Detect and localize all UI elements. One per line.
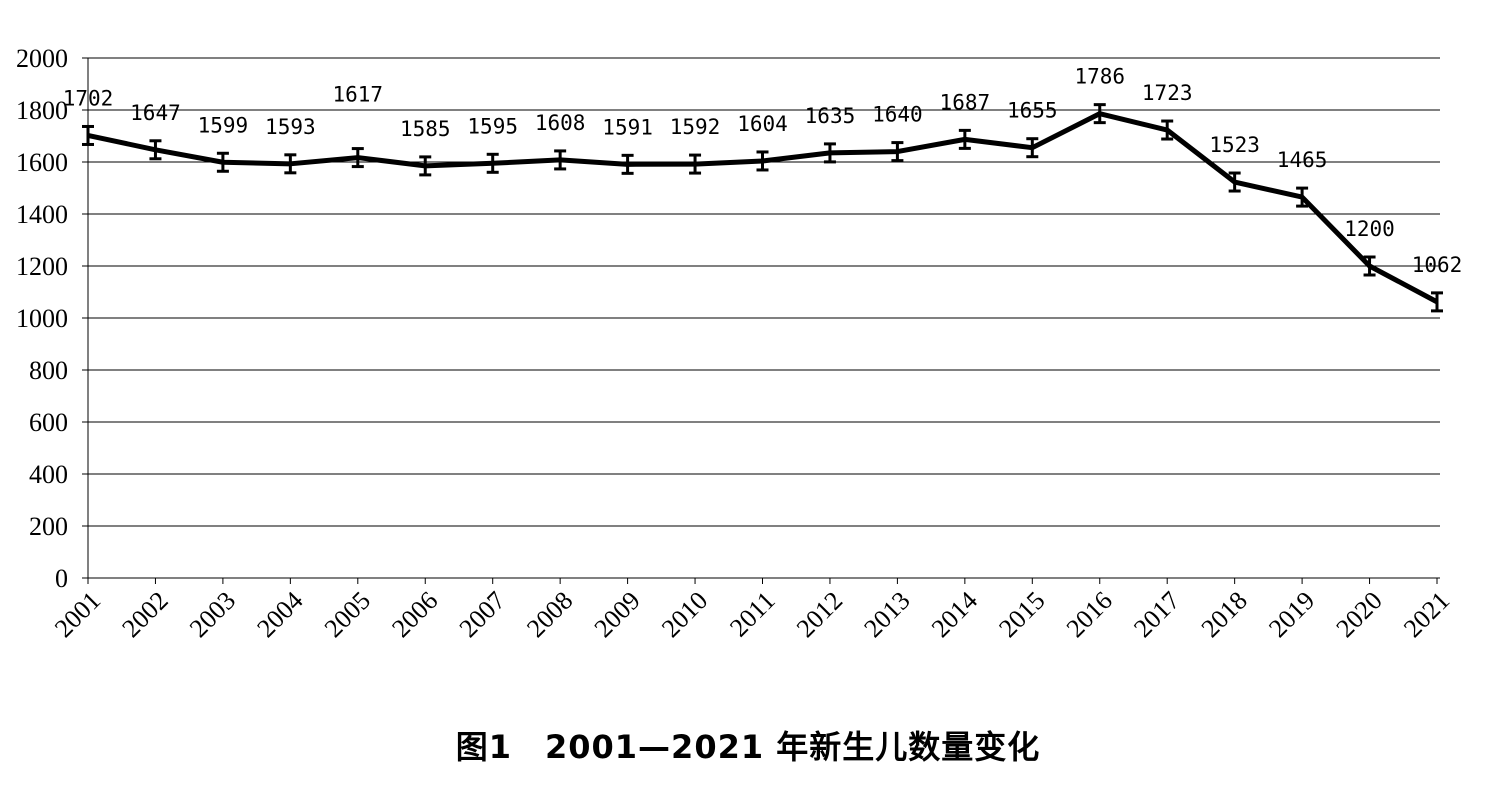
data-label: 1595 xyxy=(467,114,518,138)
x-tick-label: 2016 xyxy=(1061,586,1118,643)
x-tick-label: 2005 xyxy=(319,586,376,643)
data-labels: 1702 1647 1599 1593 1617 1585 1595 1608 1591 1592… xyxy=(63,65,1463,277)
data-label: 1635 xyxy=(805,104,856,128)
x-tick-label: 2011 xyxy=(724,586,781,643)
x-tick-label: 2012 xyxy=(791,586,848,643)
y-tick-label: 1200 xyxy=(16,252,68,281)
y-tick-label: 800 xyxy=(29,356,68,385)
y-tick-label: 1600 xyxy=(16,148,68,177)
data-label: 1647 xyxy=(130,101,181,125)
data-label: 1062 xyxy=(1412,253,1463,277)
data-label: 1592 xyxy=(670,115,721,139)
x-tick-label: 2003 xyxy=(184,586,241,643)
data-label: 1599 xyxy=(198,113,249,137)
x-tick-label: 2001 xyxy=(49,586,106,643)
y-tick-label: 400 xyxy=(29,460,68,489)
y-tick-label: 1400 xyxy=(16,200,68,229)
data-label: 1604 xyxy=(737,112,788,136)
x-tick-label: 2014 xyxy=(926,586,983,643)
data-label: 1585 xyxy=(400,117,451,141)
x-tick-label: 2002 xyxy=(116,586,173,643)
y-tick-label: 0 xyxy=(55,564,68,593)
data-label: 1200 xyxy=(1344,217,1395,241)
data-label: 1617 xyxy=(333,83,384,107)
x-tick-label: 2018 xyxy=(1196,586,1253,643)
data-label: 1786 xyxy=(1074,65,1125,89)
x-tick-label: 2010 xyxy=(656,586,713,643)
line-chart: 0 200 400 600 800 1000 1200 1400 1600 1800 2000 20… xyxy=(16,44,1463,643)
data-label: 1655 xyxy=(1007,99,1058,123)
y-tick-label: 200 xyxy=(29,512,68,541)
data-label: 1591 xyxy=(602,115,653,139)
y-tick-label: 1000 xyxy=(16,304,68,333)
data-label: 1723 xyxy=(1142,81,1193,105)
x-tick-label: 2009 xyxy=(589,586,646,643)
y-tick-label: 600 xyxy=(29,408,68,437)
x-tick-label: 2015 xyxy=(993,586,1050,643)
data-label: 1465 xyxy=(1277,148,1328,172)
x-tick-label: 2021 xyxy=(1398,586,1455,643)
data-label: 1593 xyxy=(265,115,316,139)
x-tick-label: 2006 xyxy=(386,586,443,643)
data-label: 1702 xyxy=(63,86,114,110)
x-tick-label: 2017 xyxy=(1128,586,1185,643)
series-line xyxy=(87,111,1439,305)
x-tick-label: 2004 xyxy=(251,586,308,643)
x-tick-label: 2008 xyxy=(521,586,578,643)
y-tick-label: 2000 xyxy=(16,44,68,73)
x-tick-label: 2013 xyxy=(858,586,915,643)
series-line-path xyxy=(87,111,1439,305)
figure-caption: 图1 2001—2021 年新生儿数量变化 xyxy=(455,728,1041,766)
data-label: 1523 xyxy=(1209,133,1260,157)
data-label: 1687 xyxy=(940,90,991,114)
x-tick-label: 2019 xyxy=(1263,586,1320,643)
y-tick-label: 1800 xyxy=(16,96,68,125)
x-tick-label: 2020 xyxy=(1331,586,1388,643)
grid-lines xyxy=(88,57,1440,527)
x-tick-labels: 2001 2002 2003 2004 2005 2006 2007 2008 2009 2010… xyxy=(49,586,1455,643)
data-label: 1640 xyxy=(872,103,923,127)
y-tick-labels: 0 200 400 600 800 1000 1200 1400 1600 1800 2000 xyxy=(16,44,68,593)
x-tick-label: 2007 xyxy=(454,586,511,643)
data-label: 1608 xyxy=(535,111,586,135)
